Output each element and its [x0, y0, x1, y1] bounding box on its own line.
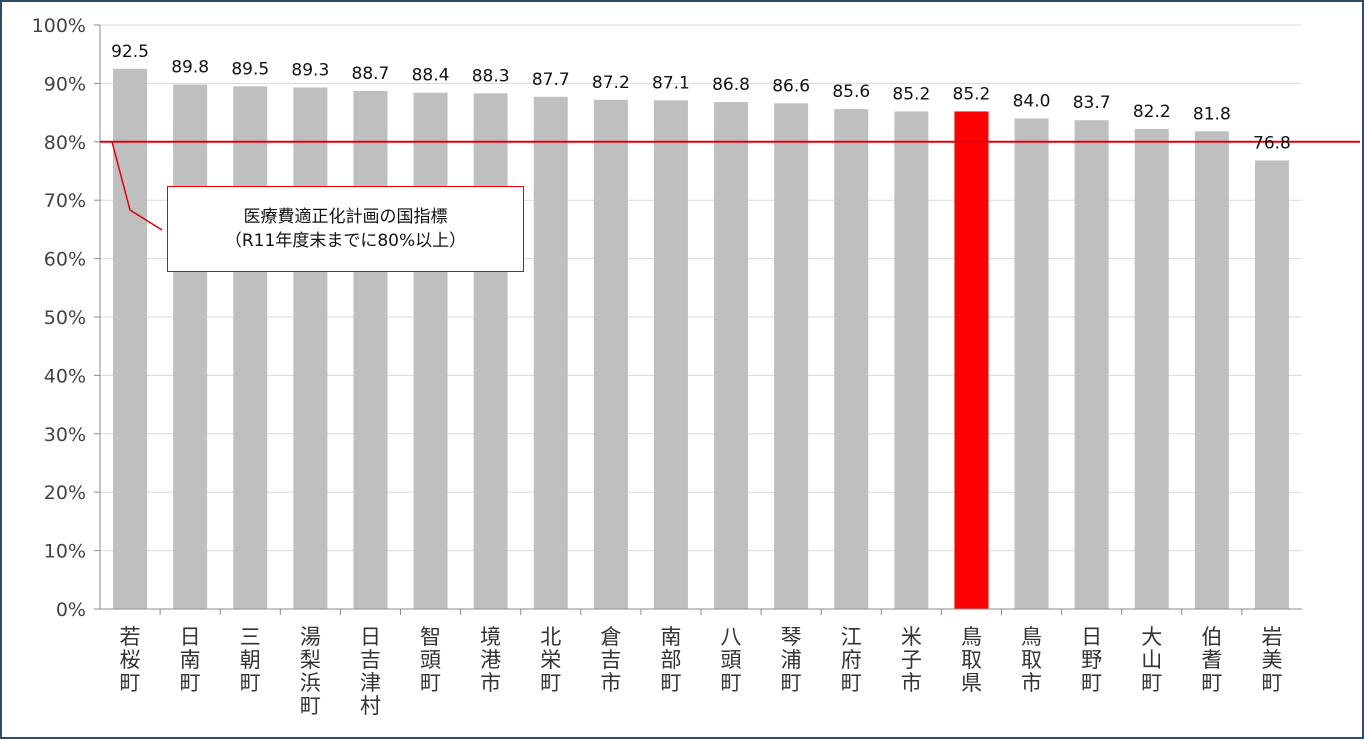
category-label: 八頭町 [721, 625, 742, 695]
value-label: 89.8 [171, 58, 209, 78]
value-label: 92.5 [111, 42, 149, 62]
category-labels: 若桜町 日南町 三朝町 湯梨浜町 日吉津村 智頭町 境港市 北栄町 倉吉市 南部町 八頭町 琴浦町 江府… [120, 625, 1283, 718]
value-label: 81.8 [1193, 104, 1231, 124]
value-labels: 92.5 89.8 89.5 89.3 88.7 88.4 88.3 87.7 87.2 87.1… [111, 42, 1291, 154]
y-tick-label: 90% [44, 73, 86, 95]
category-label: 日野町 [1081, 625, 1102, 695]
y-tick-label: 20% [44, 482, 86, 504]
category-label: 境港市 [480, 625, 501, 695]
value-label: 87.7 [532, 70, 570, 90]
value-label: 83.7 [1073, 93, 1111, 113]
annotation-leader-line [111, 141, 163, 231]
bar-江府町 [834, 109, 869, 609]
gridlines [100, 24, 1302, 552]
bar-北栄町 [533, 96, 568, 609]
value-label: 85.6 [832, 82, 870, 102]
y-tick-label: 80% [44, 132, 86, 154]
value-label: 89.3 [291, 60, 329, 80]
category-label: 岩美町 [1261, 625, 1282, 695]
bar-若桜町 [113, 68, 148, 610]
category-label: 湯梨浜町 [300, 625, 321, 718]
y-tick-label: 100% [32, 15, 86, 37]
value-label: 89.5 [231, 59, 269, 79]
bar-日南町 [173, 84, 208, 610]
bar-智頭町 [413, 92, 448, 609]
bars [113, 68, 1289, 610]
annotation-box: 医療費適正化計画の国指標 （R11年度末までに80%以上） [167, 186, 524, 272]
bar-南部町 [653, 100, 688, 609]
category-label: 南部町 [660, 625, 681, 695]
category-label: 日吉津村 [360, 625, 381, 718]
reference-line-group [100, 140, 1360, 231]
category-label: 鳥取県 [961, 625, 982, 695]
value-label: 86.6 [772, 76, 810, 96]
bar-琴浦町 [774, 103, 809, 610]
value-label: 85.2 [892, 84, 930, 104]
bar-湯梨浜町 [293, 87, 328, 610]
y-tick-label: 50% [44, 307, 86, 329]
bar-日吉津村 [353, 90, 388, 609]
bar-日野町 [1074, 120, 1109, 609]
annotation-line1: 医療費適正化計画の国指標 [243, 207, 448, 227]
category-label: 琴浦町 [781, 625, 802, 695]
category-label: 若桜町 [120, 625, 141, 695]
value-label: 87.2 [592, 73, 630, 93]
category-label: 鳥取市 [1021, 625, 1042, 695]
bar-三朝町 [233, 86, 268, 609]
bar-大山町 [1134, 128, 1169, 609]
bar-鳥取県 [954, 111, 989, 609]
y-tick-label: 10% [44, 541, 86, 563]
category-label: 伯耆町 [1201, 625, 1222, 695]
value-label: 82.2 [1133, 102, 1171, 122]
y-tick-label: 30% [44, 424, 86, 446]
bar-八頭町 [714, 102, 749, 609]
bar-鳥取市 [1014, 118, 1049, 609]
bar-境港市 [473, 93, 508, 609]
value-label: 76.8 [1253, 133, 1291, 153]
value-label: 88.7 [352, 64, 390, 84]
category-label: 北栄町 [540, 625, 561, 695]
value-label: 87.1 [652, 73, 690, 93]
category-label: 三朝町 [240, 625, 261, 695]
bar-岩美町 [1254, 160, 1289, 609]
value-label: 88.3 [472, 66, 510, 86]
axes: 0% 10% 20% 30% 40% 50% 60% 70% 80% 90% 100% [32, 15, 1302, 621]
bar-米子市 [894, 111, 929, 609]
annotation-line2: （R11年度末までに80%以上） [224, 231, 467, 251]
y-tick-label: 0% [56, 599, 86, 621]
value-label: 88.4 [412, 66, 450, 86]
category-label: 米子市 [901, 625, 922, 695]
value-label: 86.8 [712, 75, 750, 95]
category-label: 江府町 [841, 625, 862, 695]
bar-倉吉市 [593, 99, 628, 609]
bar-伯耆町 [1194, 131, 1229, 609]
value-label: 84.0 [1013, 91, 1051, 111]
y-tick-label: 40% [44, 365, 86, 387]
category-label: 大山町 [1141, 625, 1162, 695]
y-tick-label: 70% [44, 190, 86, 212]
y-tick-label: 60% [44, 249, 86, 271]
value-label: 85.2 [953, 84, 991, 104]
category-label: 倉吉市 [600, 625, 621, 695]
category-label: 智頭町 [420, 625, 441, 695]
category-label: 日南町 [180, 625, 201, 695]
